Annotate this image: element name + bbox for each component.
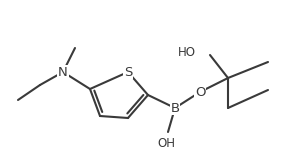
Text: B: B [171,101,180,115]
Text: S: S [124,65,132,79]
Text: HO: HO [178,45,196,59]
Text: N: N [58,65,68,79]
Text: OH: OH [157,137,175,150]
Text: O: O [195,85,205,99]
